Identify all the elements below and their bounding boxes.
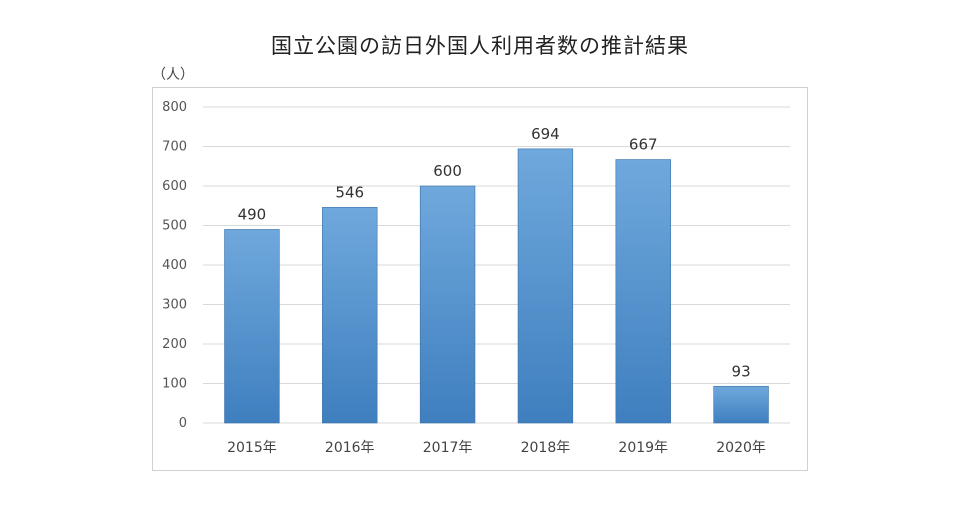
data-label-2020年: 93: [732, 362, 751, 380]
y-tick-label-100: 100: [162, 377, 187, 392]
data-label-2015年: 490: [238, 205, 267, 223]
x-tick-label-2020年: 2020年: [716, 440, 766, 456]
y-tick-label-500: 500: [162, 219, 187, 234]
data-label-2016年: 546: [335, 183, 364, 201]
x-axis-categories: 2015年 2016年 2017年 2018年 2019年 2020年: [227, 440, 766, 456]
bar-2018年: [517, 148, 574, 424]
y-tick-label-800: 800: [162, 100, 187, 115]
gridlines: [203, 106, 790, 424]
x-tick-label-2019年: 2019年: [618, 440, 668, 456]
y-tick-label-200: 200: [162, 337, 187, 352]
bar-2020年: [713, 385, 769, 424]
bar-2016年: [322, 207, 378, 424]
data-label-2017年: 600: [433, 162, 462, 180]
data-label-2018年: 694: [531, 125, 560, 143]
chart-title: 国立公園の訪日外国人利用者数の推計結果: [271, 34, 689, 58]
y-tick-label-400: 400: [162, 258, 187, 273]
data-label-2019年: 667: [629, 136, 658, 154]
y-tick-label-700: 700: [162, 140, 187, 155]
bar-2017年: [419, 185, 476, 424]
bars: [224, 148, 769, 424]
bar-2019年: [615, 159, 671, 424]
y-tick-label-0: 0: [179, 416, 187, 431]
data-labels: 490 546 600 694 667 93: [238, 125, 751, 380]
x-tick-label-2015年: 2015年: [227, 440, 277, 456]
x-tick-label-2017年: 2017年: [423, 440, 473, 456]
x-tick-label-2018年: 2018年: [521, 440, 571, 456]
plot-frame: [152, 87, 808, 471]
y-axis-ticks: 0 100 200 300 400 500 600 700 800: [162, 100, 187, 431]
bar-2015年: [224, 229, 280, 424]
y-tick-label-300: 300: [162, 298, 187, 313]
y-axis-unit-label: （人）: [152, 67, 194, 83]
y-tick-label-600: 600: [162, 179, 187, 194]
x-tick-label-2016年: 2016年: [325, 440, 375, 456]
